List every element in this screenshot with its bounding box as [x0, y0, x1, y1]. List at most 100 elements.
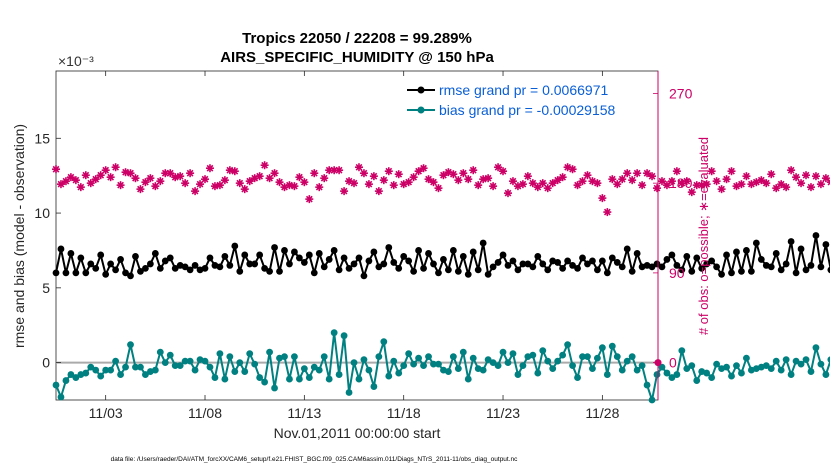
obs-marker-stroke [767, 170, 775, 178]
bias-point [534, 369, 542, 377]
obs-count-point [419, 164, 428, 173]
obs-count-point [369, 172, 378, 181]
obs-marker-stroke [320, 174, 328, 182]
rmse-point [807, 262, 815, 269]
bias-point [52, 381, 60, 389]
bias-point [122, 363, 129, 371]
obs-marker-stroke [673, 167, 681, 175]
obs-marker-stroke [623, 169, 631, 177]
bias-point [335, 371, 343, 378]
rmse-point [817, 263, 825, 271]
obs-marker-stroke [827, 178, 830, 183]
obs-count-point [499, 167, 508, 176]
y-right-tick-label: 180 [669, 175, 693, 191]
obs-count-point [682, 177, 691, 186]
obs-count-point [623, 169, 632, 178]
rmse-point [72, 269, 80, 277]
obs-count-point [151, 182, 160, 191]
bias-point [231, 368, 239, 375]
rmse-point [400, 253, 408, 260]
rmse-point [539, 260, 547, 268]
bias-point [266, 348, 273, 356]
rmse-point [395, 265, 403, 272]
y-left-tick-label: 0 [42, 355, 50, 371]
rmse-point [300, 259, 308, 266]
bias-point [221, 375, 229, 383]
obs-count-point [171, 173, 180, 182]
rmse-point [62, 269, 70, 277]
obs-marker-stroke [683, 177, 691, 185]
obs-marker-stroke [688, 188, 696, 196]
rmse-point [738, 267, 745, 275]
bias-point [410, 360, 418, 368]
rmse-point [623, 245, 631, 253]
obs-count-point [638, 181, 647, 190]
rmse-point [77, 254, 85, 262]
bias-point [733, 362, 740, 370]
rmse-point [425, 250, 432, 257]
bias-point [107, 366, 115, 374]
obs-count-point [633, 169, 642, 178]
obs-count-point [603, 208, 612, 217]
rmse-point [161, 257, 169, 265]
bias-point [246, 350, 254, 358]
obs-count-point [305, 195, 314, 204]
obs-marker-stroke [271, 169, 278, 177]
obs-count-point [116, 181, 125, 190]
obs-count-point [275, 178, 284, 187]
rmse-point [797, 245, 805, 253]
obs-count-point [434, 184, 443, 193]
obs-marker-stroke [618, 175, 626, 183]
bias-point [201, 357, 209, 365]
obs-count-point [568, 165, 577, 174]
obs-marker-stroke [261, 161, 269, 169]
rmse-point [499, 251, 507, 259]
obs-count-point [667, 177, 676, 186]
x-tick-label: 11/23 [486, 405, 520, 421]
bias-point [608, 342, 616, 350]
obs-count-point [787, 166, 796, 175]
obs-marker-stroke [479, 175, 487, 183]
bias-point [579, 353, 586, 361]
rmse-point [87, 260, 95, 268]
obs-marker-stroke [653, 184, 661, 192]
obs-count-point [270, 169, 279, 178]
obs-count-point [191, 187, 200, 196]
rmse-point [142, 265, 149, 272]
rmse-point [435, 269, 442, 277]
obs-marker-stroke [310, 169, 318, 177]
bias-point [415, 354, 422, 362]
rmse-point [360, 272, 368, 280]
obs-count-point [146, 174, 155, 183]
bias-point [350, 359, 358, 367]
axes-layer: 11/03 11/08 11/13 11/18 11/23 11/28 0 5 10 15 0 90 1… [34, 71, 693, 421]
obs-marker-stroke [444, 168, 452, 176]
obs-marker-stroke [345, 177, 353, 185]
obs-marker-stroke [395, 170, 403, 178]
obs-marker-stroke [757, 176, 765, 184]
bias-point [589, 365, 596, 372]
bias-point [102, 366, 110, 374]
obs-count-point [523, 172, 532, 181]
obs-marker-stroke [812, 172, 820, 180]
obs-count-point [335, 166, 344, 175]
bias-point [156, 348, 164, 356]
obs-count-point [220, 176, 229, 185]
obs-count-point [300, 178, 309, 187]
rmse-point [355, 254, 363, 262]
bias-point [261, 378, 269, 386]
rmse-point [291, 248, 298, 256]
bias-point [132, 363, 139, 371]
rmse-point [350, 260, 358, 268]
obs-count-point [131, 174, 140, 183]
bias-point [708, 374, 716, 381]
obs-marker-stroke [380, 176, 388, 184]
obs-count-point [71, 176, 80, 185]
obs-marker-stroke [161, 169, 169, 177]
bias-point [72, 374, 80, 381]
rmse-point [703, 260, 711, 268]
rmse-point [757, 256, 765, 263]
obs-marker-stroke [355, 163, 363, 171]
plot-area [55, 70, 659, 401]
